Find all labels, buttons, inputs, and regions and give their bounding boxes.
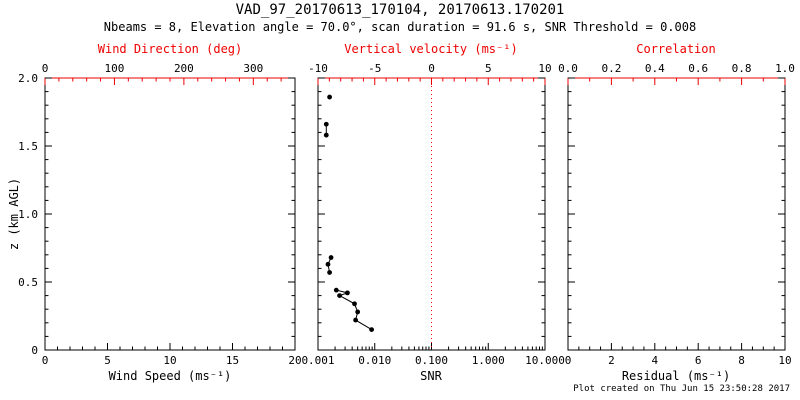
- tick-label: 0: [31, 344, 38, 357]
- tick-label: 0.5: [18, 276, 38, 289]
- snr-data-point: [327, 94, 332, 100]
- tick-label: 15: [226, 354, 239, 367]
- tick-label: 0.010: [358, 354, 391, 367]
- tick-label: 0.0: [558, 62, 578, 75]
- snr-data-point: [352, 301, 357, 307]
- plot-subtitle: Nbeams = 8, Elevation angle = 70.0°, sca…: [103, 20, 697, 34]
- snr-data-point: [325, 261, 331, 267]
- tick-label: 0.100: [415, 354, 448, 367]
- wind-speed-axis-title: Wind Speed (ms⁻¹): [108, 369, 232, 383]
- tick-label: 6: [695, 354, 702, 367]
- tick-label: 1.0: [18, 208, 38, 221]
- correlation-axis-title: Correlation: [636, 42, 716, 56]
- residual-axis-title: Residual (ms⁻¹): [621, 369, 731, 383]
- snr-data-point: [327, 270, 332, 275]
- tick-label: 4: [651, 354, 658, 367]
- tick-label: 5: [485, 62, 492, 75]
- snr-data-point: [355, 309, 361, 315]
- snr-data-point: [345, 290, 350, 296]
- tick-label: 8: [738, 354, 745, 367]
- tick-label: 10: [163, 354, 176, 367]
- tick-label: 1.5: [18, 140, 38, 153]
- tick-label: 20: [288, 354, 301, 367]
- snr-data-point: [323, 121, 329, 127]
- wind-direction-axis-title: Wind Direction (deg): [97, 42, 243, 56]
- snr-data-point: [337, 293, 342, 298]
- tick-label: 10.000: [525, 354, 565, 367]
- tick-label: 2: [608, 354, 615, 367]
- tick-label: 0.001: [301, 354, 334, 367]
- tick-label: -10: [308, 62, 328, 75]
- tick-label: 2.0: [18, 72, 38, 85]
- tick-label: 5: [104, 354, 111, 367]
- snr-data-point: [333, 287, 339, 293]
- wind-speed-axis-box: [44, 77, 296, 351]
- tick-label: 0: [565, 354, 572, 367]
- snr-data-point: [369, 327, 374, 332]
- tick-label: 0.2: [601, 62, 621, 75]
- snr-data-point: [328, 255, 334, 260]
- tick-label: 0.8: [732, 62, 752, 75]
- residual-axis-box: [567, 77, 786, 351]
- snr-data-point: [353, 317, 359, 323]
- tick-label: 10: [538, 62, 551, 75]
- vertical-velocity-axis-title: Vertical velocity (ms⁻¹): [344, 42, 518, 56]
- tick-label: -5: [368, 62, 381, 75]
- tick-label: 0.6: [688, 62, 708, 75]
- tick-label: 1.0: [775, 62, 795, 75]
- tick-label: 0.4: [645, 62, 665, 75]
- tick-label: 200: [174, 62, 194, 75]
- tick-label: 0: [428, 62, 435, 75]
- tick-label: 300: [243, 62, 263, 75]
- tick-label: 0: [42, 62, 49, 75]
- snr-data-point: [323, 132, 329, 138]
- creation-timestamp: Plot created on Thu Jun 15 23:50:28 2017: [573, 384, 790, 394]
- tick-label: 100: [105, 62, 125, 75]
- snr-axis-title: SNR: [420, 369, 442, 383]
- tick-label: 10: [778, 354, 791, 367]
- tick-label: 1.000: [472, 354, 505, 367]
- plot-title: VAD_97_20170613_170104, 20170613.170201: [235, 2, 565, 18]
- tick-label: 0: [42, 354, 49, 367]
